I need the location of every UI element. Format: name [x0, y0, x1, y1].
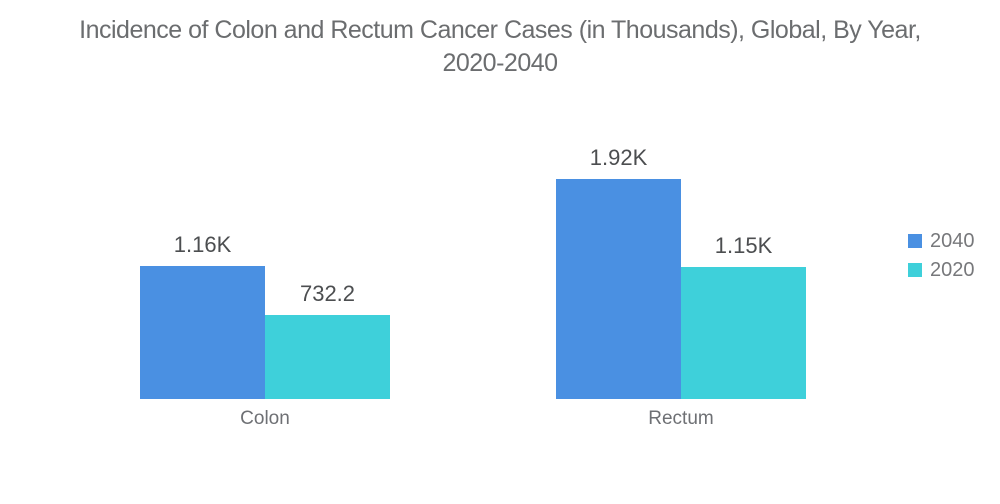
- legend-label: 2040: [930, 230, 975, 252]
- category-label-colon: Colon: [240, 408, 290, 429]
- legend-label: 2020: [930, 259, 975, 281]
- legend-swatch-2020: [908, 263, 922, 277]
- bar-colon-2040[interactable]: [140, 266, 265, 399]
- legend: 2040 2020: [908, 231, 975, 280]
- value-label-colon-2020: 732.2: [299, 281, 356, 306]
- value-label-colon-2040: 1.16K: [173, 232, 232, 257]
- chart-title-line2: 2020-2040: [442, 49, 558, 77]
- chart-title-line1: Incidence of Colon and Rectum Cancer Cas…: [79, 16, 921, 44]
- chart-title: Incidence of Colon and Rectum Cancer Cas…: [0, 14, 1000, 80]
- bar-colon-2020[interactable]: [265, 315, 390, 399]
- value-label-rectum-2040: 1.92K: [589, 145, 648, 170]
- bar-rectum-2040[interactable]: [556, 179, 681, 399]
- legend-swatch-2040: [908, 234, 922, 248]
- legend-item-2020[interactable]: 2020: [908, 260, 975, 280]
- category-label-rectum: Rectum: [648, 408, 714, 429]
- value-label-rectum-2020: 1.15K: [714, 233, 773, 258]
- bar-rectum-2020[interactable]: [681, 267, 806, 399]
- legend-item-2040[interactable]: 2040: [908, 231, 975, 251]
